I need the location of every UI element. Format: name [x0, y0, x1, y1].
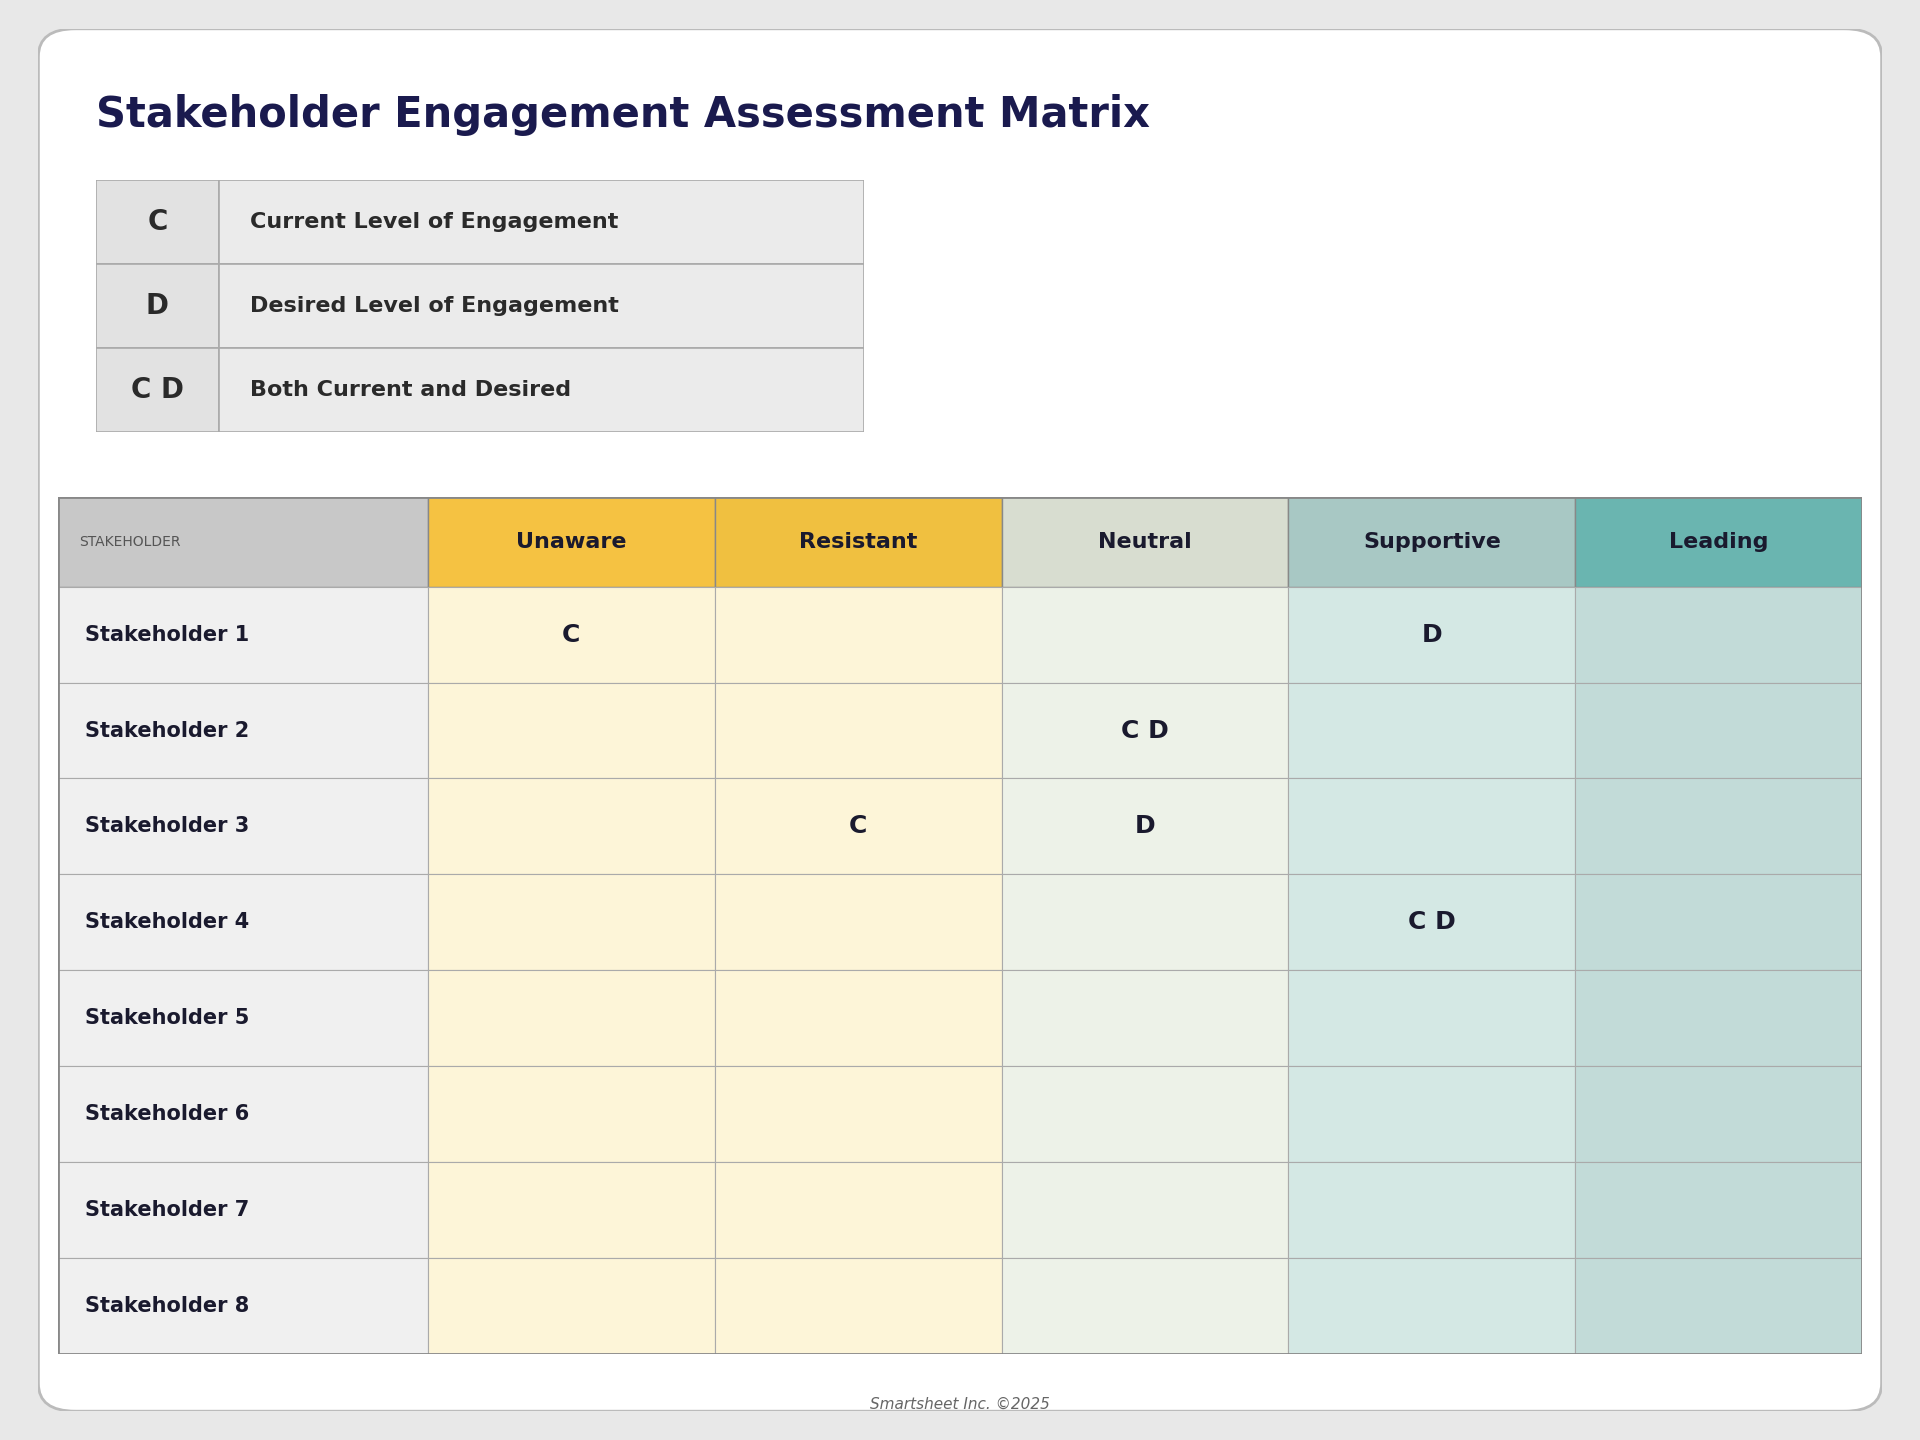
Bar	[714, 1066, 1002, 1162]
Text: Supportive: Supportive	[1363, 531, 1501, 552]
Text: Stakeholder 8: Stakeholder 8	[84, 1296, 250, 1316]
Bar	[1288, 586, 1576, 683]
Text: D: D	[146, 292, 169, 320]
Bar	[1576, 874, 1862, 971]
Bar	[1288, 497, 1576, 586]
Text: Smartsheet Inc. ©2025: Smartsheet Inc. ©2025	[870, 1397, 1050, 1411]
Bar	[1576, 586, 1862, 683]
Bar	[58, 1257, 428, 1354]
Text: D: D	[1421, 622, 1442, 647]
Bar	[219, 264, 864, 348]
Bar	[58, 497, 428, 586]
Bar	[428, 1257, 714, 1354]
Bar	[1288, 874, 1576, 971]
Bar	[714, 1257, 1002, 1354]
Text: C D: C D	[1121, 719, 1169, 743]
Bar	[219, 348, 864, 432]
Bar	[428, 779, 714, 874]
Bar	[714, 971, 1002, 1066]
Bar	[1288, 683, 1576, 779]
Bar	[1002, 1066, 1288, 1162]
Text: Stakeholder 4: Stakeholder 4	[84, 913, 250, 932]
Bar	[58, 874, 428, 971]
Bar	[58, 779, 428, 874]
Bar	[58, 971, 428, 1066]
Bar	[1288, 1162, 1576, 1257]
Bar	[1002, 1162, 1288, 1257]
Text: Stakeholder 3: Stakeholder 3	[84, 816, 250, 837]
Text: Current Level of Engagement: Current Level of Engagement	[250, 212, 618, 232]
Bar	[428, 971, 714, 1066]
Text: D: D	[1135, 815, 1156, 838]
Bar	[1288, 779, 1576, 874]
Bar	[1576, 683, 1862, 779]
Bar	[58, 1162, 428, 1257]
Bar	[428, 1066, 714, 1162]
Bar	[1576, 1066, 1862, 1162]
Bar	[428, 497, 714, 586]
Bar	[1002, 497, 1288, 586]
FancyBboxPatch shape	[38, 29, 1882, 1411]
Text: Neutral: Neutral	[1098, 531, 1192, 552]
Text: Both Current and Desired: Both Current and Desired	[250, 380, 570, 400]
Bar	[219, 180, 864, 264]
Bar	[58, 1066, 428, 1162]
Bar	[1288, 971, 1576, 1066]
Text: Stakeholder Engagement Assessment Matrix: Stakeholder Engagement Assessment Matrix	[96, 94, 1150, 135]
Bar	[1576, 1257, 1862, 1354]
Bar	[428, 1162, 714, 1257]
Text: Stakeholder 7: Stakeholder 7	[84, 1200, 250, 1220]
Text: Stakeholder 5: Stakeholder 5	[84, 1008, 250, 1028]
Bar	[1002, 586, 1288, 683]
Bar	[714, 779, 1002, 874]
Bar	[714, 683, 1002, 779]
Text: C: C	[148, 207, 167, 236]
Text: Stakeholder 2: Stakeholder 2	[84, 720, 250, 740]
Bar	[714, 586, 1002, 683]
Bar	[1288, 1066, 1576, 1162]
Bar	[1002, 874, 1288, 971]
Bar	[96, 180, 219, 264]
Text: Leading: Leading	[1668, 531, 1768, 552]
Bar	[714, 1162, 1002, 1257]
Text: C: C	[563, 622, 580, 647]
Text: C: C	[849, 815, 868, 838]
Text: C D: C D	[131, 376, 184, 405]
Text: Resistant: Resistant	[799, 531, 918, 552]
Bar	[1002, 1257, 1288, 1354]
Text: C D: C D	[1407, 910, 1455, 935]
Bar	[1576, 971, 1862, 1066]
Text: Unaware: Unaware	[516, 531, 626, 552]
Bar	[58, 683, 428, 779]
Text: Desired Level of Engagement: Desired Level of Engagement	[250, 297, 618, 315]
Bar	[1576, 497, 1862, 586]
Bar	[96, 348, 219, 432]
Bar	[1002, 779, 1288, 874]
Bar	[1288, 1257, 1576, 1354]
Bar	[1002, 971, 1288, 1066]
Bar	[714, 874, 1002, 971]
Bar	[1576, 1162, 1862, 1257]
Text: Stakeholder 1: Stakeholder 1	[84, 625, 250, 645]
Bar	[428, 683, 714, 779]
Bar	[96, 264, 219, 348]
Bar	[1002, 683, 1288, 779]
Bar	[1576, 779, 1862, 874]
Bar	[428, 874, 714, 971]
Bar	[428, 586, 714, 683]
Text: Stakeholder 6: Stakeholder 6	[84, 1104, 250, 1125]
Text: STAKEHOLDER: STAKEHOLDER	[79, 534, 180, 549]
Bar	[58, 586, 428, 683]
Bar	[714, 497, 1002, 586]
